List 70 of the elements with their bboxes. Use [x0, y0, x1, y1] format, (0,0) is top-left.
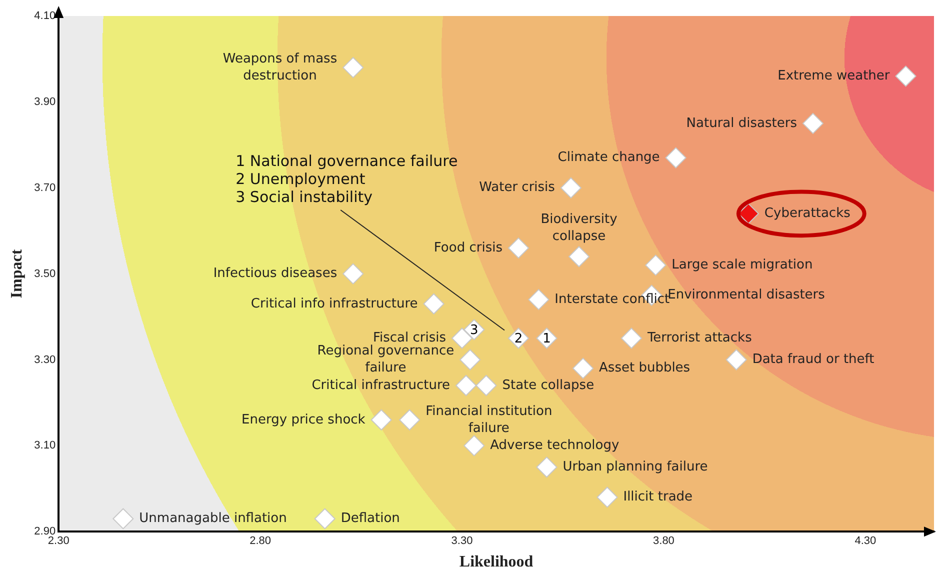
annotation: Weapons of mass destruction — [222, 51, 338, 84]
point — [342, 57, 364, 78]
x-tick-label: 2.80 — [250, 535, 272, 548]
point — [536, 456, 558, 478]
y-tick-label: 4.10 — [34, 10, 56, 22]
point — [528, 289, 550, 310]
y-tick-label: 3.10 — [34, 440, 56, 452]
annotation: Deflation — [340, 511, 400, 526]
annotation: 1 National governance failure — [236, 152, 458, 170]
point — [370, 409, 392, 430]
annotation: Food crisis — [434, 240, 503, 256]
y-tick-label: 3.70 — [34, 182, 56, 194]
y-tick-label: 2.90 — [34, 526, 56, 538]
annotation: Unmanagable inflation — [139, 511, 287, 526]
point — [895, 66, 916, 87]
annotation: Illicit trade — [623, 490, 693, 505]
point — [456, 375, 477, 396]
point — [568, 246, 590, 268]
point — [452, 328, 473, 349]
annotation: 1 — [542, 332, 551, 347]
x-tick-label: 3.80 — [653, 535, 674, 548]
annotation: Water crisis — [479, 180, 556, 196]
annotation: Asset bubbles — [599, 360, 690, 376]
y-tick-label: 3.50 — [34, 268, 56, 280]
point — [464, 435, 485, 456]
annotation: Critical infrastructure — [312, 378, 450, 393]
annotation: 3 Social instability — [236, 188, 373, 206]
x-tick-label: 3.30 — [451, 535, 473, 548]
annotation: Data fraud or theft — [752, 352, 874, 368]
annotation: Infectious diseases — [213, 266, 338, 282]
annotation: Cyberattacks — [764, 206, 851, 222]
annotation: Large scale migration — [672, 258, 813, 273]
annotation: Climate change — [558, 150, 660, 166]
annotation: Urban planning failure — [562, 460, 708, 475]
point — [508, 238, 529, 259]
point — [572, 358, 594, 379]
annotation: Extreme weather — [778, 68, 890, 84]
annotation: 3 — [470, 323, 478, 338]
annotation: Critical info infrastructure — [250, 296, 418, 312]
y-tick-label: 3.30 — [34, 354, 56, 366]
point — [560, 177, 582, 198]
y-tick-label: 3.90 — [34, 96, 56, 108]
point — [314, 508, 336, 530]
point — [460, 349, 481, 370]
annotation: Fiscal crisis — [372, 330, 446, 346]
point — [423, 293, 444, 314]
point — [665, 147, 686, 168]
point — [112, 508, 134, 530]
point — [726, 349, 747, 370]
point — [342, 263, 364, 284]
point — [399, 409, 420, 430]
point — [620, 328, 642, 349]
annotation: Terrorist attacks — [646, 330, 752, 346]
annotation: 2 — [514, 332, 523, 347]
y-axis-title: Impact — [8, 248, 26, 298]
annotation: Regional governance failure — [317, 344, 454, 376]
annotation: Financial institution failure — [426, 404, 552, 436]
annotation: State collapse — [502, 378, 594, 393]
annotation: Natural disasters — [686, 116, 798, 131]
point — [645, 254, 666, 276]
point — [476, 375, 497, 396]
annotation: 2 Unemployment — [236, 170, 366, 188]
x-axis-title: Likelihood — [459, 554, 534, 571]
point — [596, 486, 618, 508]
x-tick-label: 2.30 — [48, 535, 70, 548]
x-tick-label: 4.30 — [854, 535, 876, 548]
annotation: Adverse technology — [490, 438, 620, 454]
annotation: Energy price shock — [242, 412, 366, 428]
point — [802, 112, 824, 134]
annotation: Biodiversity collapse — [540, 212, 618, 244]
